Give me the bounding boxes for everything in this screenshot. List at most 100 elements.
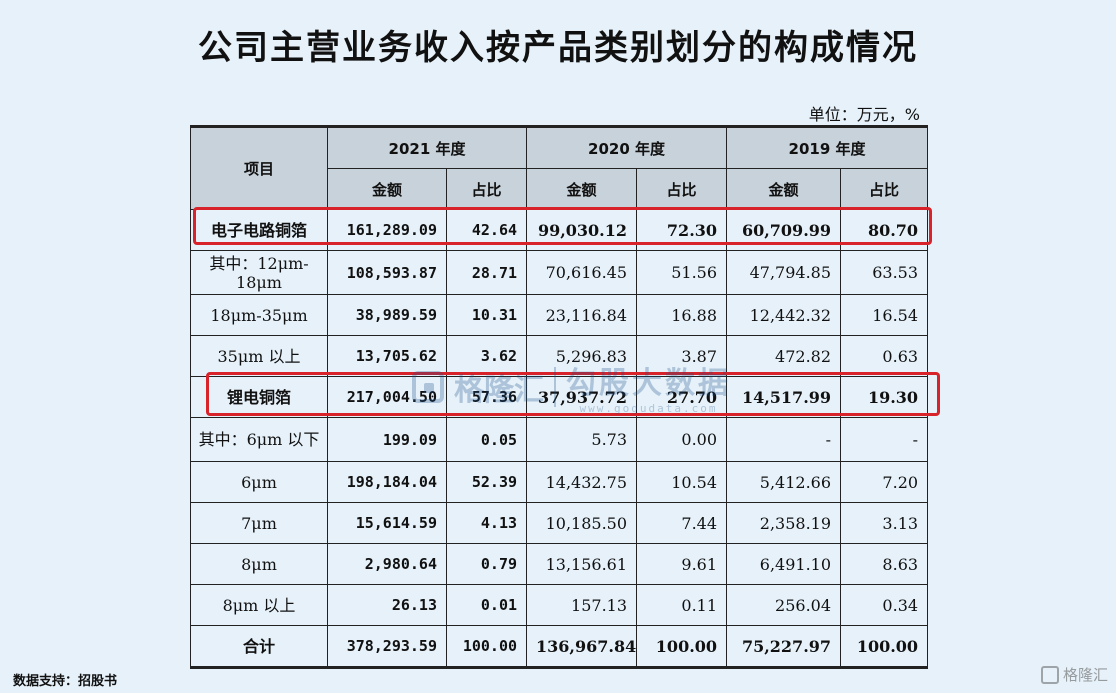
cell-value: 136,967.84 xyxy=(526,625,638,669)
header-ratio: 占比 xyxy=(445,168,528,210)
row-label: 锂电铜箔 xyxy=(190,376,328,418)
cell-value: 70,616.45 xyxy=(526,250,638,295)
row-label: 18μm-35μm xyxy=(190,294,328,336)
cell-value: 75,227.97 xyxy=(726,625,842,669)
cell-value: 9.61 xyxy=(636,543,728,585)
cell-value: 0.11 xyxy=(636,584,728,626)
header-amount: 金额 xyxy=(327,168,447,210)
header-ratio: 占比 xyxy=(840,168,929,210)
cell-value: 99,030.12 xyxy=(526,209,638,251)
cell-value: 8.63 xyxy=(840,543,929,585)
cell-value: 217,004.50 xyxy=(327,376,447,418)
brand-text: 格隆汇 xyxy=(1062,666,1108,684)
cell-value: 5,296.83 xyxy=(526,335,638,377)
cell-value: 10.31 xyxy=(445,294,528,336)
data-source-note: 数据支持：招股书 xyxy=(13,674,118,689)
row-label: 7μm xyxy=(190,502,328,544)
cell-value: 23,116.84 xyxy=(526,294,638,336)
cell-value: 7.20 xyxy=(840,461,929,503)
table-row: 6μm 198,184.04 52.39 14,432.75 10.54 5,4… xyxy=(190,461,929,503)
brand-mark: 格隆汇 xyxy=(1040,664,1108,685)
cell-value: 57.36 xyxy=(445,376,528,418)
header-year-2019: 2019 年度 xyxy=(726,126,929,169)
cell-value: 60,709.99 xyxy=(726,209,842,251)
cell-value: 0.63 xyxy=(840,335,929,377)
cell-value: 10,185.50 xyxy=(526,502,638,544)
row-label: 其中：12μm-18μm xyxy=(190,250,328,295)
row-label: 合计 xyxy=(190,625,328,669)
cell-value: 28.71 xyxy=(445,250,528,295)
page-title: 公司主营业务收入按产品类别划分的构成情况 xyxy=(198,28,918,68)
cell-value: 80.70 xyxy=(840,209,929,251)
cell-value: 10.54 xyxy=(636,461,728,503)
cell-value: 3.87 xyxy=(636,335,728,377)
cell-value: 63.53 xyxy=(840,250,929,295)
table-row: 35μm 以上 13,705.62 3.62 5,296.83 3.87 472… xyxy=(190,335,929,377)
cell-value: 0.05 xyxy=(445,417,528,462)
cell-value: 14,517.99 xyxy=(726,376,842,418)
cell-value: 472.82 xyxy=(726,335,842,377)
cell-value: 12,442.32 xyxy=(726,294,842,336)
table-row: 8μm 2,980.64 0.79 13,156.61 9.61 6,491.1… xyxy=(190,543,929,585)
cell-value: 7.44 xyxy=(636,502,728,544)
header-amount: 金额 xyxy=(726,168,842,210)
cell-value: 3.13 xyxy=(840,502,929,544)
cell-value: 13,705.62 xyxy=(327,335,447,377)
header-ratio: 占比 xyxy=(636,168,728,210)
cell-value: 2,980.64 xyxy=(327,543,447,585)
cell-value: 4.13 xyxy=(445,502,528,544)
cell-value: 19.30 xyxy=(840,376,929,418)
table-row: 8μm 以上 26.13 0.01 157.13 0.11 256.04 0.3… xyxy=(190,584,929,626)
table-row: 18μm-35μm 38,989.59 10.31 23,116.84 16.8… xyxy=(190,294,929,336)
cell-value: 52.39 xyxy=(445,461,528,503)
cell-value: 5,412.66 xyxy=(726,461,842,503)
header-year-2021: 2021 年度 xyxy=(326,126,528,169)
gelonghui-logo-icon xyxy=(1040,665,1059,684)
cell-value: 72.30 xyxy=(636,209,728,251)
header-item: 项目 xyxy=(190,126,328,210)
row-label: 电子电路铜箔 xyxy=(190,209,328,251)
row-label: 8μm 以上 xyxy=(190,584,328,626)
table-row: 7μm 15,614.59 4.13 10,185.50 7.44 2,358.… xyxy=(190,502,929,544)
table-row-total: 合计 378,293.59 100.00 136,967.84 100.00 7… xyxy=(190,625,929,669)
header-amount: 金额 xyxy=(526,168,638,210)
cell-value: 256.04 xyxy=(726,584,842,626)
cell-value: - xyxy=(840,417,929,462)
cell-value: 157.13 xyxy=(526,584,638,626)
cell-value: 100.00 xyxy=(445,625,528,669)
row-label: 35μm 以上 xyxy=(190,335,328,377)
table-row: 电子电路铜箔 161,289.09 42.64 99,030.12 72.30 … xyxy=(190,209,929,251)
row-label: 8μm xyxy=(190,543,328,585)
cell-value: 0.00 xyxy=(636,417,728,462)
cell-value: 100.00 xyxy=(636,625,728,669)
cell-value: 51.56 xyxy=(636,250,728,295)
cell-value: 26.13 xyxy=(327,584,447,626)
cell-value: 16.54 xyxy=(840,294,929,336)
row-label: 其中：6μm 以下 xyxy=(190,417,328,462)
cell-value: 0.79 xyxy=(445,543,528,585)
cell-value: 108,593.87 xyxy=(327,250,447,295)
cell-value: 47,794.85 xyxy=(726,250,842,295)
table-row: 锂电铜箔 217,004.50 57.36 37,937.72 27.70 14… xyxy=(190,376,929,418)
cell-value: 2,358.19 xyxy=(726,502,842,544)
cell-value: 3.62 xyxy=(445,335,528,377)
table-row: 其中：6μm 以下 199.09 0.05 5.73 0.00 - - xyxy=(190,417,929,462)
cell-value: 0.01 xyxy=(445,584,528,626)
cell-value: 0.34 xyxy=(840,584,929,626)
table-row: 其中：12μm-18μm 108,593.87 28.71 70,616.45 … xyxy=(190,250,929,295)
cell-value: 13,156.61 xyxy=(526,543,638,585)
cell-value: 37,937.72 xyxy=(526,376,638,418)
cell-value: 100.00 xyxy=(840,625,929,669)
cell-value: 199.09 xyxy=(327,417,447,462)
cell-value: 14,432.75 xyxy=(526,461,638,503)
cell-value: 6,491.10 xyxy=(726,543,842,585)
cell-value: - xyxy=(726,417,842,462)
revenue-table: 项目 2021 年度 2020 年度 2019 年度 金额 占比 金额 占比 金… xyxy=(190,125,929,669)
unit-note: 单位：万元，% xyxy=(808,105,920,124)
cell-value: 198,184.04 xyxy=(327,461,447,503)
header-year-2020: 2020 年度 xyxy=(526,126,728,169)
cell-value: 15,614.59 xyxy=(327,502,447,544)
cell-value: 16.88 xyxy=(636,294,728,336)
cell-value: 5.73 xyxy=(526,417,638,462)
cell-value: 38,989.59 xyxy=(327,294,447,336)
